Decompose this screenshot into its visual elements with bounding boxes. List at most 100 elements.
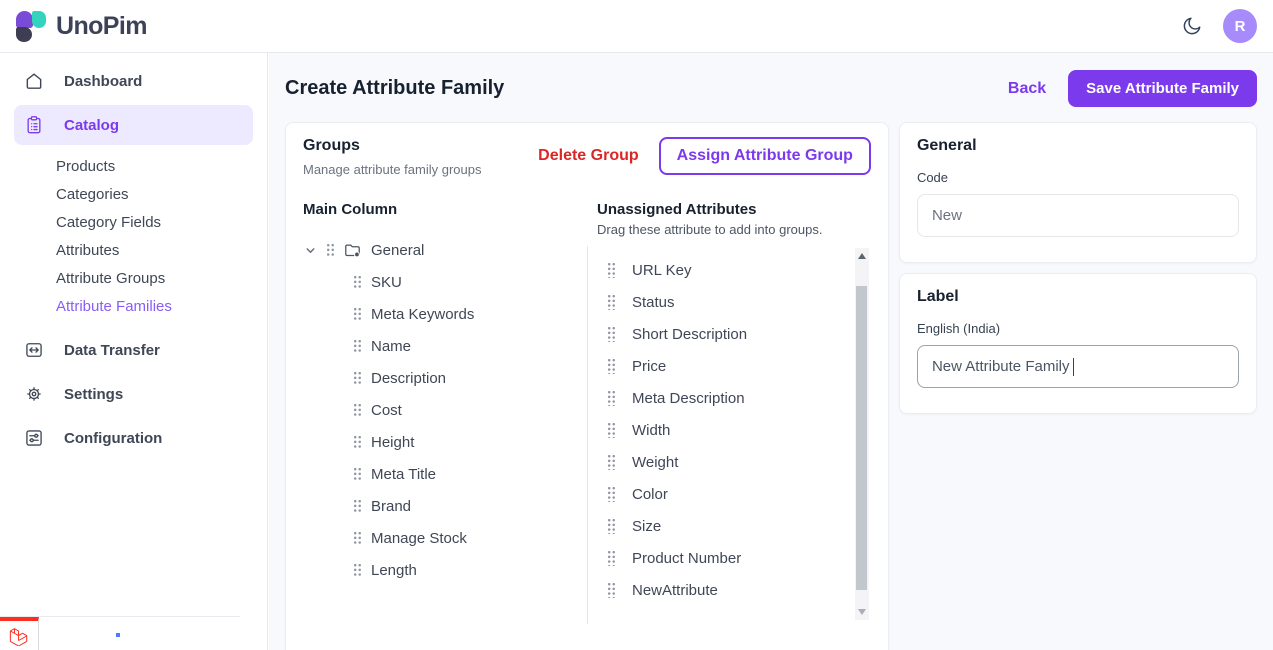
sidebar-item-label: Configuration [64, 429, 163, 447]
scrollbar-thumb[interactable] [856, 286, 868, 590]
drag-handle-icon[interactable] [354, 563, 361, 577]
drag-handle-icon[interactable] [354, 339, 361, 353]
sidebar-item-label: Dashboard [64, 72, 143, 90]
unassigned-subtitle: Drag these attribute to add into groups. [597, 222, 823, 237]
delete-group-button[interactable]: Delete Group [538, 147, 639, 164]
save-attribute-family-button[interactable]: Save Attribute Family [1068, 70, 1257, 107]
drag-handle-icon[interactable] [608, 454, 615, 470]
label-input[interactable]: New Attribute Family [916, 345, 1239, 388]
sidebar-item-products[interactable]: Products [56, 157, 116, 175]
attribute-label: Size [632, 517, 662, 535]
user-avatar[interactable]: R [1223, 9, 1257, 43]
home-icon [24, 71, 44, 91]
group-attribute-row[interactable]: Brand [303, 490, 587, 522]
unassigned-attribute-row[interactable]: Short Description [608, 318, 845, 350]
label-card: Label English (India) New Attribute Fami… [898, 273, 1257, 414]
text-cursor [1073, 357, 1075, 376]
group-attribute-row[interactable]: Length [303, 554, 587, 586]
drag-handle-icon[interactable] [354, 435, 361, 449]
dark-mode-toggle[interactable] [1175, 9, 1209, 43]
back-link[interactable]: Back [1007, 79, 1047, 97]
drag-handle-icon[interactable] [608, 486, 615, 502]
unassigned-attribute-row[interactable]: Color [608, 478, 845, 510]
drag-handle-icon[interactable] [608, 358, 615, 374]
unassigned-attribute-row[interactable]: Product Number [608, 542, 845, 574]
drag-handle-icon[interactable] [354, 531, 361, 545]
sidebar-item-category-fields[interactable]: Category Fields [56, 213, 162, 231]
unassigned-attribute-row[interactable]: Meta Description [608, 382, 845, 414]
brand-logo[interactable]: UnoPim [16, 10, 147, 42]
page-title: Create Attribute Family [285, 77, 505, 99]
sidebar-item-dashboard[interactable]: Dashboard [14, 61, 253, 101]
drag-handle-icon[interactable] [608, 262, 615, 278]
group-attribute-row[interactable]: SKU [303, 266, 587, 298]
unassigned-attribute-row[interactable]: NewAttribute [608, 574, 845, 606]
drag-handle-icon[interactable] [608, 518, 615, 534]
brand-name: UnoPim [56, 11, 147, 40]
drag-handle-icon[interactable] [608, 294, 615, 310]
sidebar-item-label: Catalog [64, 116, 120, 134]
scroll-up-arrow-icon[interactable] [857, 253, 866, 259]
main-column-section: Main Column [303, 201, 587, 624]
attribute-label: URL Key [632, 261, 692, 279]
sidebar-item-attributes[interactable]: Attributes [56, 241, 120, 259]
drag-handle-icon[interactable] [608, 390, 615, 406]
unassigned-attribute-row[interactable]: URL Key [608, 254, 845, 286]
unassigned-attributes-list: URL Key Status Short Descrip [587, 246, 871, 624]
chevron-down-icon[interactable] [303, 243, 318, 258]
drag-handle-icon[interactable] [354, 307, 361, 321]
label-input-value: New Attribute Family [931, 358, 1070, 375]
drag-handle-icon[interactable] [327, 243, 334, 257]
sidebar-item-attribute-families[interactable]: Attribute Families [56, 297, 172, 315]
drag-handle-icon[interactable] [354, 371, 361, 385]
sidebar-item-settings[interactable]: Settings [14, 374, 253, 414]
drag-handle-icon[interactable] [354, 499, 361, 513]
scroll-down-arrow-icon[interactable] [857, 609, 866, 615]
drag-handle-icon[interactable] [354, 467, 361, 481]
sidebar-item-categories[interactable]: Categories [56, 185, 129, 203]
sidebar-item-data-transfer[interactable]: Data Transfer [14, 330, 253, 370]
clipboard-list-icon [24, 115, 44, 135]
assign-attribute-group-button[interactable]: Assign Attribute Group [658, 137, 871, 175]
attribute-label: Short Description [632, 325, 748, 343]
attribute-label: Name [371, 337, 412, 355]
group-attribute-row[interactable]: Height [303, 426, 587, 458]
group-attribute-row[interactable]: Cost [303, 394, 587, 426]
group-row-general[interactable]: General [303, 234, 587, 266]
unassigned-attribute-row[interactable]: Price [608, 350, 845, 382]
groups-card: Groups Manage attribute family groups De… [285, 122, 889, 650]
group-name: General [371, 241, 425, 259]
drag-handle-icon[interactable] [354, 275, 361, 289]
moon-icon [1181, 15, 1203, 37]
group-attribute-row[interactable]: Name [303, 330, 587, 362]
unopim-logo-icon [16, 10, 47, 42]
unassigned-attribute-row[interactable]: Width [608, 414, 845, 446]
sidebar-item-attribute-groups[interactable]: Attribute Groups [56, 269, 166, 287]
attribute-label: Length [371, 561, 417, 579]
sidebar-item-configuration[interactable]: Configuration [14, 418, 253, 458]
unassigned-attribute-row[interactable]: Size [608, 510, 845, 542]
group-attribute-row[interactable]: Meta Title [303, 458, 587, 490]
group-attribute-row[interactable]: Meta Keywords [303, 298, 587, 330]
debugbar-marker [116, 633, 120, 637]
sidebar-item-catalog[interactable]: Catalog [14, 105, 253, 145]
attribute-label: Meta Description [632, 389, 745, 407]
group-attribute-row[interactable]: Description [303, 362, 587, 394]
attribute-label: Description [371, 369, 447, 387]
attribute-label: NewAttribute [632, 581, 718, 599]
unassigned-attribute-row[interactable]: Status [608, 286, 845, 318]
code-input[interactable] [916, 194, 1239, 237]
sidebar-item-label: Data Transfer [64, 341, 160, 359]
drag-handle-icon[interactable] [608, 582, 615, 598]
unassigned-attribute-row[interactable]: Weight [608, 446, 845, 478]
laravel-icon [8, 626, 30, 646]
drag-handle-icon[interactable] [608, 550, 615, 566]
drag-handle-icon[interactable] [608, 326, 615, 342]
general-title: General [916, 137, 977, 154]
scrollbar-track[interactable] [854, 248, 869, 620]
group-attribute-row[interactable]: Manage Stock [303, 522, 587, 554]
laravel-debugbar-toggle[interactable] [0, 617, 39, 650]
drag-handle-icon[interactable] [608, 422, 615, 438]
drag-handle-icon[interactable] [354, 403, 361, 417]
locale-label: English (India) [916, 321, 1001, 336]
